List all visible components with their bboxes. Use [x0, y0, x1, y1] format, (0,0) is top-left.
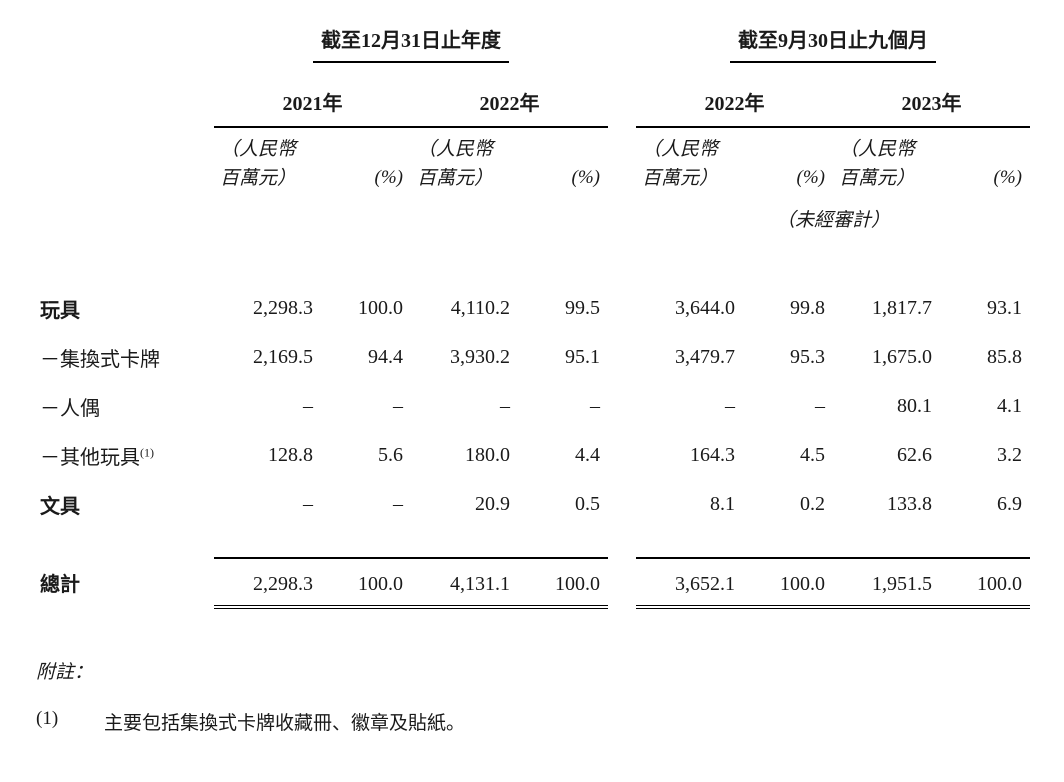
unit-label: 百萬元） [214, 163, 321, 199]
data-cell: 0.5 [518, 480, 608, 529]
footnote-ref: (1) [140, 445, 154, 459]
data-cell: – [411, 382, 518, 431]
unit-label: （人民幣 [636, 127, 743, 163]
year-header-2023: 2023年 [833, 73, 1030, 127]
data-cell: 128.8 [214, 431, 321, 480]
pct-header: (%) [321, 163, 411, 199]
row-label: －人偶 [36, 382, 214, 431]
data-cell: – [321, 480, 411, 529]
pct-header: (%) [743, 163, 833, 199]
data-cell: 62.6 [833, 431, 940, 480]
total-cell: 1,951.5 [833, 558, 940, 607]
data-cell: 1,817.7 [833, 284, 940, 333]
row-label: 玩具 [36, 284, 214, 333]
data-cell: 3,930.2 [411, 333, 518, 382]
data-cell: 6.9 [940, 480, 1030, 529]
unit-label: 百萬元） [636, 163, 743, 199]
table-row: 文具––20.90.58.10.2133.86.9 [36, 480, 1030, 529]
table-row: －其他玩具(1)128.85.6180.04.4 164.34.562.63.2 [36, 431, 1030, 480]
group-header-annual: 截至12月31日止年度 [214, 24, 608, 73]
table-row: －集換式卡牌2,169.594.43,930.295.1 3,479.795.31… [36, 333, 1030, 382]
year-header-2022b: 2022年 [636, 73, 833, 127]
data-cell: 95.3 [743, 333, 833, 382]
unit-label: （人民幣 [833, 127, 940, 163]
data-cell: 3,479.7 [636, 333, 743, 382]
data-cell: – [321, 382, 411, 431]
total-cell: 100.0 [518, 558, 608, 607]
total-cell: 100.0 [940, 558, 1030, 607]
footnotes-title: 附註： [36, 657, 1028, 684]
data-cell: – [636, 382, 743, 431]
total-cell: 2,298.3 [214, 558, 321, 607]
pct-header: (%) [518, 163, 608, 199]
data-cell: – [214, 480, 321, 529]
total-cell: 100.0 [321, 558, 411, 607]
table-row: 玩具2,298.3100.04,110.299.5 3,644.099.81,81… [36, 284, 1030, 333]
data-cell: 0.2 [743, 480, 833, 529]
table-row: －人偶––––––80.14.1 [36, 382, 1030, 431]
data-cell: 8.1 [636, 480, 743, 529]
data-cell: 5.6 [321, 431, 411, 480]
data-cell: 100.0 [321, 284, 411, 333]
year-header-2022a: 2022年 [411, 73, 608, 127]
total-label: 總計 [36, 558, 214, 607]
data-cell: 3,644.0 [636, 284, 743, 333]
data-cell: 133.8 [833, 480, 940, 529]
data-cell: 180.0 [411, 431, 518, 480]
data-cell: – [214, 382, 321, 431]
data-cell: 95.1 [518, 333, 608, 382]
unit-label: （人民幣 [214, 127, 321, 163]
total-cell: 100.0 [743, 558, 833, 607]
financial-breakdown-table: 截至12月31日止年度 截至9月30日止九個月 2021年 2022年 2022… [36, 24, 1030, 609]
data-cell: 1,675.0 [833, 333, 940, 382]
data-cell: 2,169.5 [214, 333, 321, 382]
footnote-item: (1) 主要包括集換式卡牌收藏冊、徽章及貼紙。 [36, 708, 1028, 735]
unit-label: （人民幣 [411, 127, 518, 163]
data-cell: 20.9 [411, 480, 518, 529]
data-cell: 99.8 [743, 284, 833, 333]
data-cell: 3.2 [940, 431, 1030, 480]
data-cell: 99.5 [518, 284, 608, 333]
footnote-number: (1) [36, 708, 68, 735]
data-cell: 164.3 [636, 431, 743, 480]
footnote-text: 主要包括集換式卡牌收藏冊、徽章及貼紙。 [104, 708, 465, 735]
data-cell: 2,298.3 [214, 284, 321, 333]
year-header-2021: 2021年 [214, 73, 411, 127]
data-cell: 4.4 [518, 431, 608, 480]
data-cell: 93.1 [940, 284, 1030, 333]
data-cell: – [518, 382, 608, 431]
data-cell: 80.1 [833, 382, 940, 431]
row-label: －其他玩具(1) [36, 431, 214, 480]
total-cell: 3,652.1 [636, 558, 743, 607]
pct-header: (%) [940, 163, 1030, 199]
footnotes: 附註： (1) 主要包括集換式卡牌收藏冊、徽章及貼紙。 [36, 657, 1028, 735]
row-label: －集換式卡牌 [36, 333, 214, 382]
total-row: 總計 2,298.3 100.0 4,131.1 100.0 3,652.1 1… [36, 558, 1030, 607]
data-cell: – [743, 382, 833, 431]
unit-label: 百萬元） [411, 163, 518, 199]
unit-label: 百萬元） [833, 163, 940, 199]
data-cell: 85.8 [940, 333, 1030, 382]
unaudited-label: （未經審計） [636, 199, 1030, 240]
data-cell: 4.5 [743, 431, 833, 480]
group-header-interim: 截至9月30日止九個月 [636, 24, 1030, 73]
data-cell: 4.1 [940, 382, 1030, 431]
total-cell: 4,131.1 [411, 558, 518, 607]
data-cell: 4,110.2 [411, 284, 518, 333]
row-label: 文具 [36, 480, 214, 529]
data-cell: 94.4 [321, 333, 411, 382]
